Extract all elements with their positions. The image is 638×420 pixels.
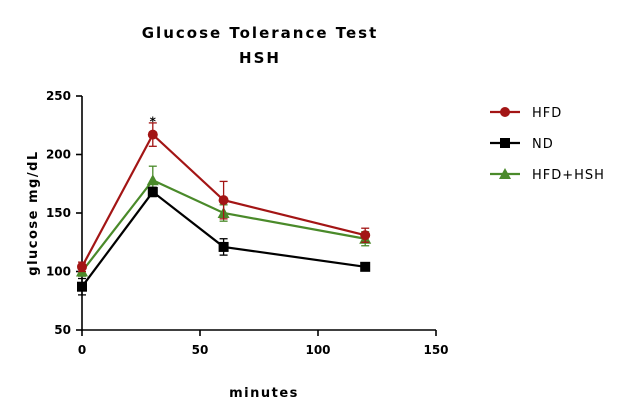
- data-point-hfd: [218, 195, 229, 206]
- series-nd: [77, 186, 371, 296]
- y-tick-label: 50: [54, 323, 71, 337]
- legend-label-nd: ND: [532, 137, 554, 152]
- data-point-hfd-hsh: [146, 174, 159, 186]
- y-axis-label: glucose mg/dL: [26, 150, 41, 275]
- plot-area: *: [76, 115, 372, 296]
- data-point-nd: [360, 261, 371, 272]
- legend-item-hfd-hsh: HFD+HSH: [490, 168, 605, 183]
- data-point-nd: [77, 281, 87, 292]
- data-point-nd: [218, 241, 229, 252]
- chart-title: Glucose Tolerance Test: [142, 24, 379, 42]
- x-tick-label: 0: [78, 343, 86, 357]
- data-point-nd: [147, 186, 158, 197]
- x-tick-label: 50: [192, 343, 209, 357]
- data-point-hfd: [147, 129, 158, 140]
- chart-subtitle: HSH: [239, 49, 281, 67]
- x-tick-label: 100: [305, 343, 330, 357]
- legend-label-hfd: HFD: [532, 106, 562, 121]
- series-line-nd: [81, 190, 366, 288]
- series-line-hfd: [81, 132, 366, 268]
- y-tick-label: 150: [46, 206, 71, 220]
- axes: 50 100 150 200 250 0 50 100 150: [46, 89, 449, 357]
- series-line-hfd-hsh: [81, 178, 366, 273]
- legend-label-hfd-hsh: HFD+HSH: [532, 168, 605, 183]
- y-tick-label: 250: [46, 89, 71, 103]
- x-axis-label: minutes: [229, 386, 299, 401]
- x-tick-label: 150: [423, 343, 448, 357]
- data-point-hfd: [360, 230, 371, 241]
- significance-marker: *: [150, 115, 157, 129]
- y-tick-label: 200: [46, 148, 71, 162]
- legend-marker-nd: [500, 138, 510, 148]
- series-hfd: [77, 122, 371, 273]
- legend-marker-hfd-hsh: [499, 168, 511, 179]
- legend: HFD ND HFD+HSH: [490, 106, 605, 183]
- legend-item-hfd: HFD: [490, 106, 562, 121]
- y-tick-label: 100: [46, 265, 71, 279]
- data-point-hfd: [77, 261, 87, 272]
- legend-marker-hfd: [500, 107, 510, 117]
- legend-item-nd: ND: [490, 137, 554, 152]
